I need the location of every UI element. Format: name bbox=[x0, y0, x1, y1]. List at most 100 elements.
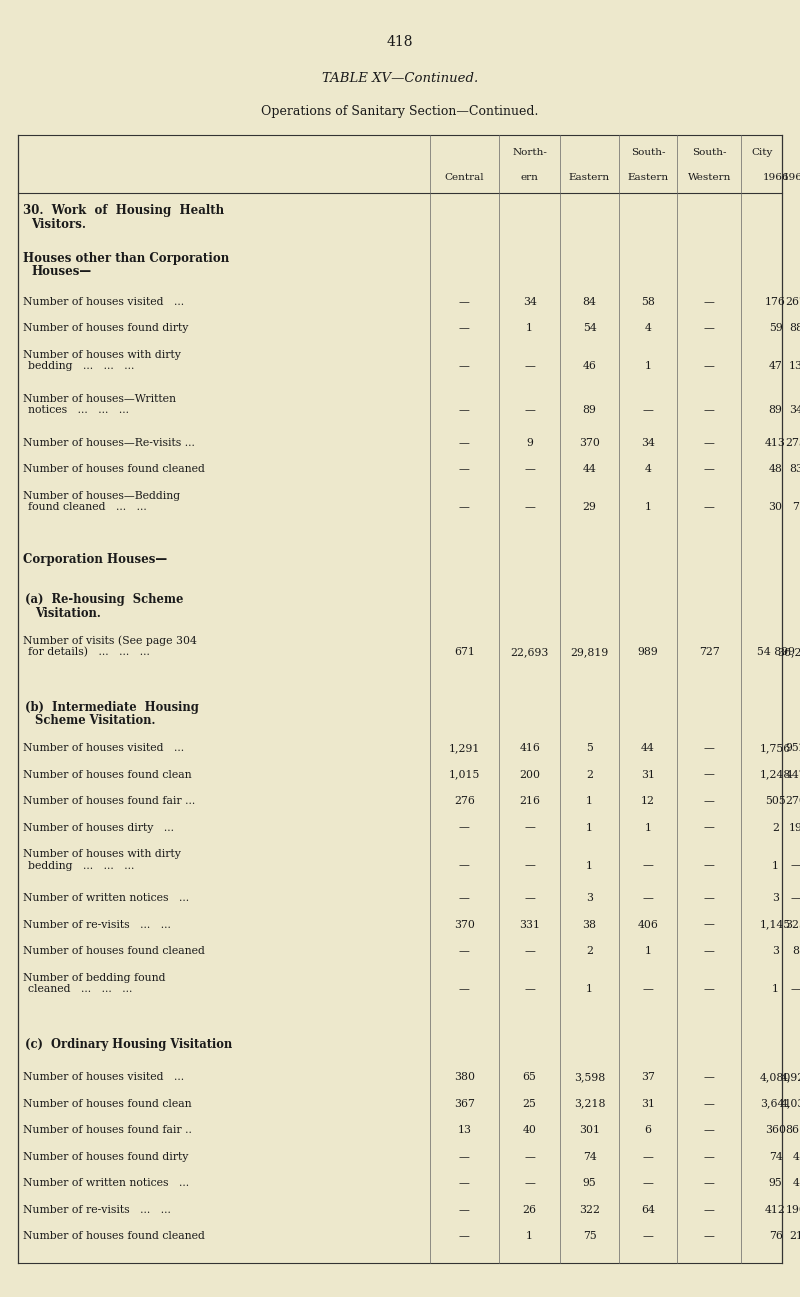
Text: 1: 1 bbox=[645, 946, 651, 956]
Text: Central: Central bbox=[445, 173, 484, 182]
Text: bedding   ...   ...   ...: bedding ... ... ... bbox=[28, 861, 134, 870]
Text: 88: 88 bbox=[789, 323, 800, 333]
Text: 7: 7 bbox=[793, 502, 799, 512]
Text: Number of houses visited   ...: Number of houses visited ... bbox=[23, 1073, 184, 1082]
Text: Number of bedding found: Number of bedding found bbox=[23, 973, 166, 983]
Text: 19: 19 bbox=[789, 822, 800, 833]
Text: 2: 2 bbox=[586, 946, 593, 956]
Text: 413: 413 bbox=[765, 438, 786, 447]
Text: 30.  Work  of  Housing  Health: 30. Work of Housing Health bbox=[23, 204, 224, 217]
Text: Number of houses found clean: Number of houses found clean bbox=[23, 769, 192, 779]
Text: bedding   ...   ...   ...: bedding ... ... ... bbox=[28, 362, 134, 371]
Text: 64: 64 bbox=[641, 1205, 655, 1215]
Text: 38: 38 bbox=[582, 920, 597, 930]
Text: 83: 83 bbox=[789, 464, 800, 475]
Text: —: — bbox=[459, 362, 470, 371]
Text: —: — bbox=[459, 1231, 470, 1241]
Text: 1,015: 1,015 bbox=[449, 769, 480, 779]
Text: 84: 84 bbox=[582, 297, 597, 307]
Text: 4,080: 4,080 bbox=[760, 1073, 791, 1082]
Text: Eastern: Eastern bbox=[569, 173, 610, 182]
Text: Number of houses visited   ...: Number of houses visited ... bbox=[23, 743, 184, 754]
Text: Number of houses found cleaned: Number of houses found cleaned bbox=[23, 946, 205, 956]
Text: —: — bbox=[704, 822, 714, 833]
Text: 505: 505 bbox=[765, 796, 786, 805]
Text: —: — bbox=[524, 861, 535, 870]
Text: 3,598: 3,598 bbox=[574, 1073, 605, 1082]
Text: City: City bbox=[751, 148, 772, 157]
Text: —: — bbox=[524, 502, 535, 512]
Text: 952: 952 bbox=[786, 743, 800, 754]
Text: 1: 1 bbox=[586, 861, 593, 870]
Text: 75: 75 bbox=[582, 1231, 596, 1241]
Text: 89: 89 bbox=[582, 406, 597, 415]
Text: 1: 1 bbox=[586, 984, 593, 994]
Text: 2: 2 bbox=[586, 769, 593, 779]
Text: Number of re-visits   ...   ...: Number of re-visits ... ... bbox=[23, 920, 171, 930]
Text: Number of houses found fair ...: Number of houses found fair ... bbox=[23, 796, 195, 805]
Text: —: — bbox=[524, 894, 535, 903]
Text: 4,039: 4,039 bbox=[780, 1099, 800, 1109]
Text: Corporation Houses—: Corporation Houses— bbox=[23, 554, 167, 567]
Text: 5: 5 bbox=[586, 743, 593, 754]
Text: 44: 44 bbox=[582, 464, 596, 475]
Text: —: — bbox=[459, 323, 470, 333]
Text: —: — bbox=[524, 1178, 535, 1188]
Text: —: — bbox=[704, 1205, 714, 1215]
Text: 29: 29 bbox=[582, 502, 597, 512]
Text: —: — bbox=[704, 796, 714, 805]
Text: 6: 6 bbox=[645, 1126, 651, 1135]
Text: Houses other than Corporation: Houses other than Corporation bbox=[23, 252, 230, 265]
Text: 1,145: 1,145 bbox=[760, 920, 791, 930]
Text: 3: 3 bbox=[586, 894, 593, 903]
Text: 275: 275 bbox=[786, 438, 800, 447]
Text: 360: 360 bbox=[765, 1126, 786, 1135]
Text: 267: 267 bbox=[786, 297, 800, 307]
Text: —: — bbox=[704, 1152, 714, 1162]
Text: 447: 447 bbox=[786, 769, 800, 779]
Text: 301: 301 bbox=[579, 1126, 600, 1135]
Text: 59: 59 bbox=[769, 323, 782, 333]
Text: 48: 48 bbox=[769, 464, 782, 475]
Text: —: — bbox=[524, 406, 535, 415]
Text: (c)  Ordinary Housing Visitation: (c) Ordinary Housing Visitation bbox=[25, 1038, 232, 1051]
Text: 8: 8 bbox=[792, 946, 799, 956]
Text: Houses—: Houses— bbox=[31, 265, 91, 278]
Text: 200: 200 bbox=[519, 769, 540, 779]
Text: —: — bbox=[524, 362, 535, 371]
Text: —: — bbox=[459, 1152, 470, 1162]
Text: 1,291: 1,291 bbox=[449, 743, 480, 754]
Text: —: — bbox=[704, 1178, 714, 1188]
Text: Number of houses with dirty: Number of houses with dirty bbox=[23, 850, 181, 859]
Text: Number of houses dirty   ...: Number of houses dirty ... bbox=[23, 822, 174, 833]
Text: 34: 34 bbox=[641, 438, 655, 447]
Text: 1: 1 bbox=[586, 796, 593, 805]
Text: —: — bbox=[642, 861, 654, 870]
Text: 1: 1 bbox=[645, 822, 651, 833]
Text: 25: 25 bbox=[522, 1099, 537, 1109]
Text: 418: 418 bbox=[386, 35, 414, 49]
Text: 3: 3 bbox=[772, 894, 779, 903]
Text: 3: 3 bbox=[772, 946, 779, 956]
Text: —: — bbox=[524, 946, 535, 956]
Text: —: — bbox=[459, 297, 470, 307]
Text: 74: 74 bbox=[769, 1152, 782, 1162]
Text: South-: South- bbox=[630, 148, 665, 157]
Text: Eastern: Eastern bbox=[627, 173, 669, 182]
Text: —: — bbox=[642, 1178, 654, 1188]
Text: 176: 176 bbox=[765, 297, 786, 307]
Text: —: — bbox=[704, 1099, 714, 1109]
Text: 370: 370 bbox=[579, 438, 600, 447]
Text: —: — bbox=[704, 502, 714, 512]
Text: 276: 276 bbox=[454, 796, 474, 805]
Text: 34: 34 bbox=[522, 297, 537, 307]
Text: —: — bbox=[704, 769, 714, 779]
Text: 9: 9 bbox=[526, 438, 533, 447]
Text: 1: 1 bbox=[586, 822, 593, 833]
Text: —: — bbox=[524, 1152, 535, 1162]
Text: 89: 89 bbox=[769, 406, 782, 415]
Text: —: — bbox=[704, 464, 714, 475]
Text: 3,641: 3,641 bbox=[760, 1099, 791, 1109]
Text: —: — bbox=[642, 984, 654, 994]
Text: 1: 1 bbox=[772, 861, 779, 870]
